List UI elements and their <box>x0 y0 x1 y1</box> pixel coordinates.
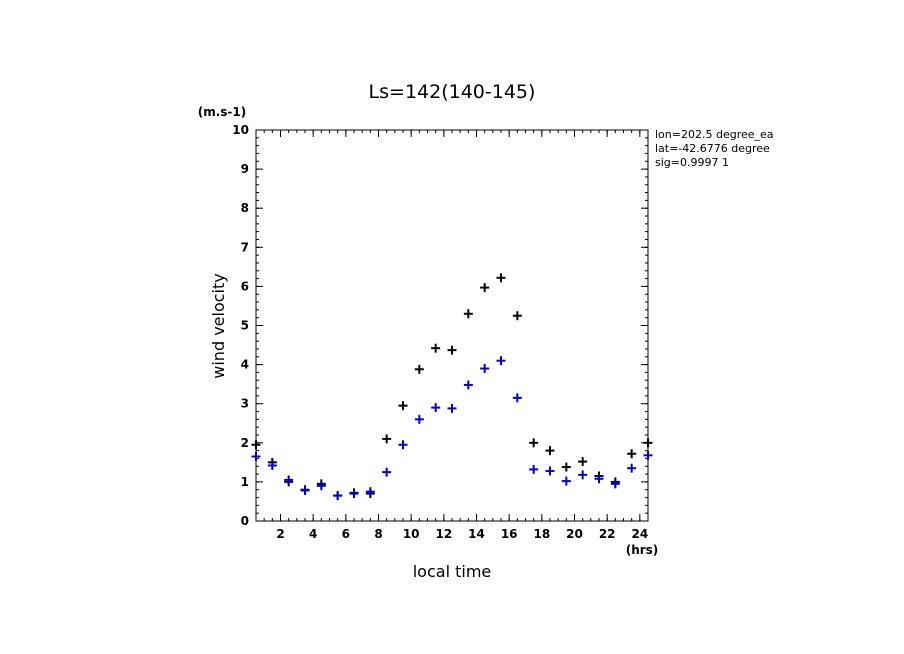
data-marks <box>251 273 653 501</box>
x-tick-label: 20 <box>566 527 583 541</box>
x-tick-label: 4 <box>309 527 317 541</box>
data-point-series-1 <box>447 345 457 355</box>
data-point-series-2 <box>284 475 294 485</box>
data-point-series-2 <box>267 460 277 470</box>
y-tick-label: 8 <box>241 201 249 215</box>
data-point-series-2 <box>529 464 539 474</box>
x-tick-label: 2 <box>276 527 284 541</box>
y-tick-label: 4 <box>241 358 249 372</box>
data-point-series-2 <box>578 470 588 480</box>
data-point-series-2 <box>561 476 571 486</box>
data-point-series-2 <box>251 451 261 461</box>
y-tick-label: 3 <box>241 397 249 411</box>
data-point-series-2 <box>512 393 522 403</box>
data-point-series-2 <box>610 479 620 489</box>
data-point-series-1 <box>561 462 571 472</box>
data-point-series-2 <box>300 486 310 496</box>
data-point-series-1 <box>463 309 473 319</box>
y-tick-label: 0 <box>241 514 249 528</box>
data-point-series-1 <box>512 311 522 321</box>
data-point-series-2 <box>382 467 392 477</box>
data-point-series-2 <box>414 414 424 424</box>
data-point-series-1 <box>414 364 424 374</box>
data-point-series-2 <box>594 474 604 484</box>
data-point-series-1 <box>251 440 261 450</box>
data-point-series-1 <box>643 438 653 448</box>
data-point-series-2 <box>349 489 359 499</box>
x-tick-label: 6 <box>342 527 350 541</box>
x-tick-label: 22 <box>599 527 616 541</box>
y-tick-label: 6 <box>241 279 249 293</box>
data-point-series-2 <box>365 487 375 497</box>
x-tick-label: 18 <box>533 527 550 541</box>
x-tick-label: 14 <box>468 527 485 541</box>
data-point-series-2 <box>316 481 326 491</box>
data-point-series-2 <box>333 491 343 501</box>
plot-frame <box>255 129 649 522</box>
info-lon: lon=202.5 degree_ea <box>655 128 774 141</box>
x-tick-label: 24 <box>631 527 648 541</box>
y-axis-label: wind velocity <box>209 273 228 378</box>
data-point-series-1 <box>627 449 637 459</box>
data-point-series-1 <box>529 438 539 448</box>
x-tick-label: 8 <box>374 527 382 541</box>
y-unit: (m.s-1) <box>198 105 247 119</box>
y-tick-label: 9 <box>241 162 249 176</box>
data-point-series-2 <box>627 463 637 473</box>
y-tick-label: 10 <box>232 123 249 137</box>
data-point-series-2 <box>463 380 473 390</box>
data-point-series-2 <box>447 403 457 413</box>
x-tick-label: 10 <box>403 527 420 541</box>
data-point-series-2 <box>643 450 653 460</box>
info-lat: lat=-42.6776 degree <box>655 142 770 155</box>
y-tick-label: 7 <box>241 240 249 254</box>
data-point-series-1 <box>398 401 408 411</box>
x-tick-label: 12 <box>435 527 452 541</box>
data-point-series-2 <box>496 356 506 366</box>
data-point-series-1 <box>480 283 490 293</box>
y-tick-label: 2 <box>241 436 249 450</box>
x-unit: (hrs) <box>626 543 659 557</box>
data-point-series-1 <box>431 343 441 353</box>
data-point-series-1 <box>545 446 555 456</box>
y-tick-label: 5 <box>241 319 249 333</box>
chart-title: Ls=142(140-145) <box>369 81 536 103</box>
data-point-series-1 <box>496 273 506 283</box>
data-point-series-1 <box>578 457 588 467</box>
data-point-series-2 <box>545 466 555 476</box>
data-point-series-2 <box>431 403 441 413</box>
data-point-series-1 <box>382 434 392 444</box>
info-sig: sig=0.9997 1 <box>655 156 729 169</box>
x-axis-label: local time <box>413 562 492 581</box>
data-point-series-2 <box>398 440 408 450</box>
y-tick-label: 1 <box>241 475 249 489</box>
data-point-series-2 <box>480 364 490 374</box>
x-tick-label: 16 <box>501 527 518 541</box>
